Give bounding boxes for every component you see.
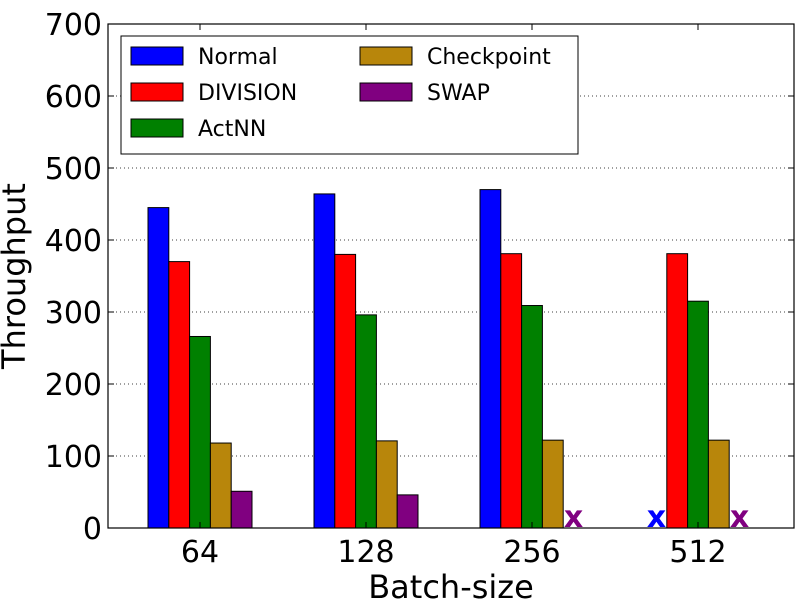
legend-swatch — [130, 46, 184, 66]
bar — [500, 253, 523, 529]
bar — [541, 439, 564, 529]
bars — [147, 189, 730, 529]
bar — [209, 442, 232, 529]
bar — [396, 494, 419, 529]
y-axis-title: Throughput — [0, 183, 33, 370]
bar — [147, 207, 170, 529]
bar — [313, 193, 336, 529]
y-tick-label: 200 — [45, 368, 102, 403]
bar — [168, 261, 191, 529]
bar — [687, 300, 709, 529]
plot-frame — [107, 23, 795, 529]
x-tick-label: 256 — [503, 535, 560, 570]
bar — [375, 440, 398, 529]
y-tick-label: 300 — [45, 296, 102, 331]
bar — [666, 253, 689, 529]
legend: Normal DIVISION ActNN Checkpoint SWAP — [120, 35, 579, 155]
legend-entry: Checkpoint — [427, 45, 551, 70]
legend-swatch — [130, 82, 184, 102]
axis-ticks: 0 100 200 300 400 500 600 700 64 128 256 512 — [45, 8, 794, 570]
x-tick-label: 128 — [337, 535, 394, 570]
legend-entry: Normal — [198, 45, 278, 70]
bar — [334, 253, 357, 529]
y-tick-label: 500 — [45, 152, 102, 187]
legend-swatch — [359, 46, 413, 66]
y-tick-label: 400 — [45, 224, 102, 259]
legend-entry: SWAP — [427, 81, 490, 106]
bar — [230, 490, 253, 529]
y-tick-label: 700 — [45, 8, 102, 43]
bar — [189, 335, 211, 529]
y-tick-label: 100 — [45, 440, 102, 475]
legend-box — [120, 35, 579, 155]
missing-value-marker: x — [564, 500, 583, 535]
x-tick-label: 512 — [669, 535, 726, 570]
bar — [707, 439, 730, 529]
x-tick-label: 64 — [181, 535, 219, 570]
legend-swatch — [130, 118, 184, 138]
legend-entry: ActNN — [198, 117, 266, 142]
y-tick-label: 0 — [83, 512, 102, 547]
y-tick-label: 600 — [45, 80, 102, 115]
legend-entry: DIVISION — [198, 81, 297, 106]
missing-value-marker: x — [647, 500, 666, 535]
bar — [521, 305, 543, 529]
bar — [479, 189, 502, 529]
missing-value-marker: x — [730, 500, 749, 535]
legend-swatch — [359, 82, 413, 102]
bar — [355, 314, 377, 529]
x-axis-title: Batch-size — [368, 568, 534, 600]
